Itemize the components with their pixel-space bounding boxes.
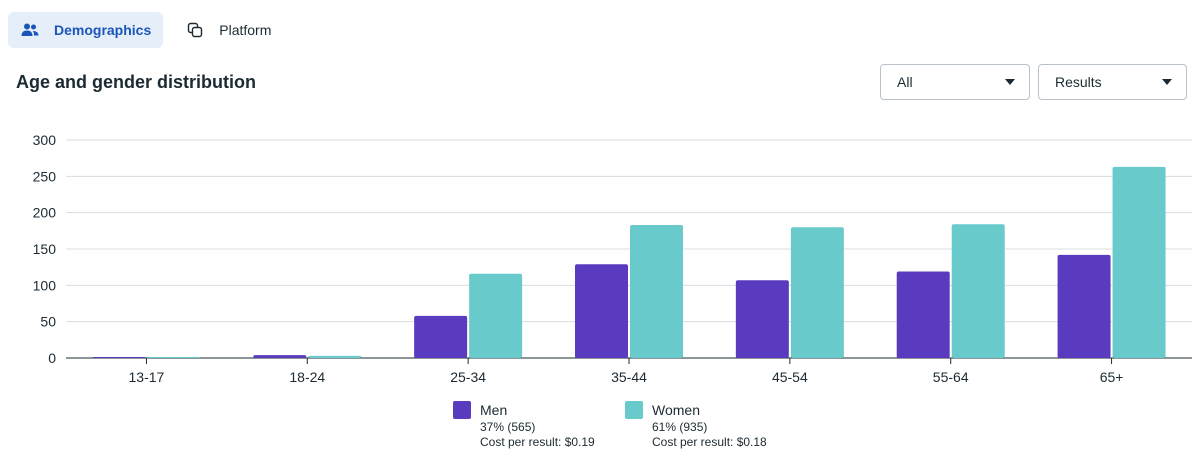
bar-chart: 0 50 100 150 200 250 300 13-17 18-24 25-34 35-44 45…: [33, 132, 1192, 385]
bar-women-13-17[interactable]: [147, 357, 201, 358]
bar-women-55-64[interactable]: [951, 224, 1005, 358]
metric-select[interactable]: Results: [1038, 64, 1187, 100]
bar-women-45-54[interactable]: [790, 227, 844, 358]
tab-platform[interactable]: Platform: [173, 12, 283, 48]
y-tick-label: 200: [33, 205, 57, 221]
bar-women-35-44[interactable]: [630, 225, 683, 358]
x-tick-label: 55-64: [933, 369, 969, 385]
audience-select[interactable]: All: [880, 64, 1030, 100]
tab-demographics[interactable]: Demographics: [8, 12, 164, 48]
people-icon: [20, 20, 40, 40]
y-tick-label: 100: [33, 277, 57, 293]
y-tick-label: 150: [33, 241, 57, 257]
bar-men-45-54[interactable]: [735, 280, 789, 358]
tab-bar: Demographics Platform: [8, 12, 283, 48]
bar-women-25-34[interactable]: [469, 273, 523, 358]
overlap-squares-icon: [185, 20, 205, 40]
bar-women-18-24[interactable]: [308, 355, 362, 358]
y-tick-label: 250: [33, 168, 57, 184]
x-tick-label: 18-24: [289, 369, 325, 385]
bar-men-25-34[interactable]: [414, 315, 468, 358]
y-tick-label: 50: [40, 314, 56, 330]
section-title: Age and gender distribution: [16, 72, 257, 92]
legend-swatch-men: [453, 401, 471, 419]
metric-select-value: Results: [1055, 74, 1102, 90]
bar-men-65+[interactable]: [1057, 254, 1111, 358]
legend-name: Men: [480, 402, 508, 418]
bar-women-65+[interactable]: [1112, 166, 1166, 358]
y-tick-label: 0: [48, 350, 56, 366]
tab-demographics-label: Demographics: [54, 22, 152, 38]
x-tick-label: 25-34: [450, 369, 486, 385]
legend-cost: Cost per result: $0.19: [480, 435, 595, 449]
audience-select-value: All: [897, 74, 913, 90]
legend-item-men[interactable]: Men 37% (565) Cost per result: $0.19: [453, 400, 595, 450]
tab-platform-label: Platform: [219, 22, 272, 38]
legend-item-women[interactable]: Women 61% (935) Cost per result: $0.18: [625, 400, 767, 450]
x-tick-label: 13-17: [129, 369, 165, 385]
legend-name: Women: [652, 402, 700, 418]
bar-men-13-17[interactable]: [92, 357, 146, 358]
x-tick-label: 65+: [1100, 369, 1124, 385]
x-tick-label: 45-54: [772, 369, 808, 385]
bar-men-18-24[interactable]: [253, 355, 307, 358]
legend-swatch-women: [625, 401, 643, 419]
caret-down-icon: [1005, 79, 1015, 85]
legend-cost: Cost per result: $0.18: [652, 435, 767, 449]
legend-share: 37% (565): [480, 420, 536, 434]
bar-men-35-44[interactable]: [575, 264, 628, 358]
y-tick-label: 300: [33, 132, 57, 148]
caret-down-icon: [1162, 79, 1172, 85]
bar-men-55-64[interactable]: [896, 271, 950, 358]
legend-share: 61% (935): [652, 420, 708, 434]
x-tick-label: 35-44: [611, 369, 647, 385]
